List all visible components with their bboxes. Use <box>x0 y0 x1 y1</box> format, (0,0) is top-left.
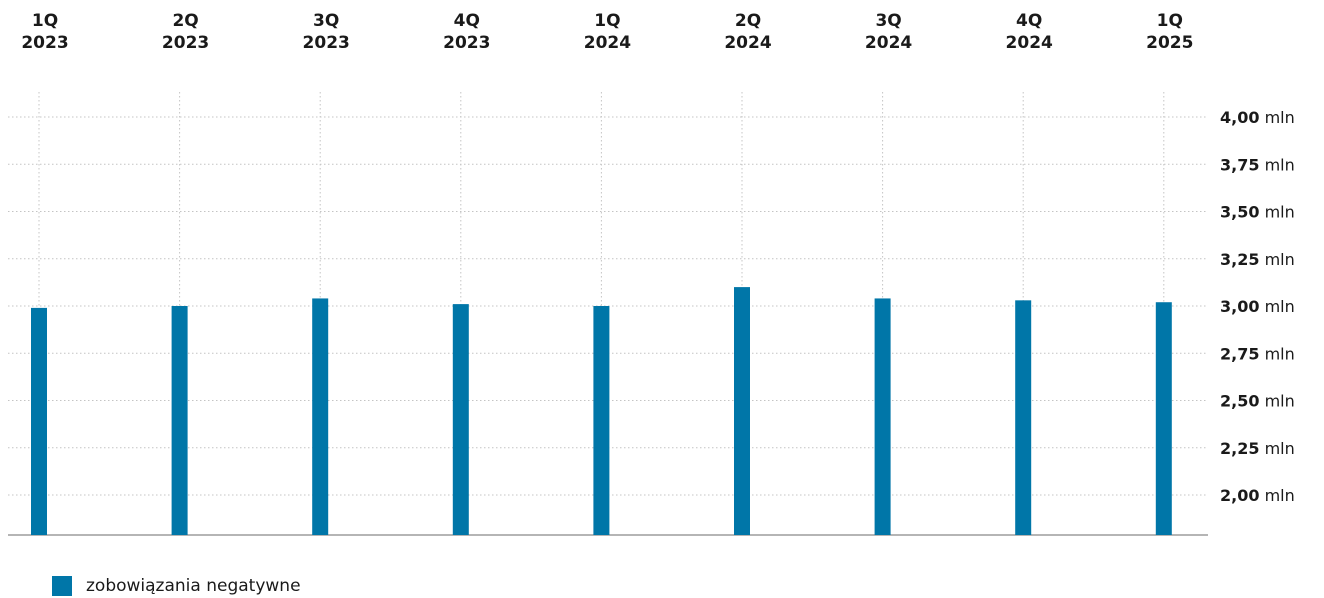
bar <box>31 307 47 535</box>
bar <box>1155 302 1172 535</box>
x-tick-label: 3Q 2024 <box>865 11 912 53</box>
bar <box>1015 300 1032 535</box>
y-tick-label: 3,50 mln <box>1220 203 1295 222</box>
y-tick-label: 3,25 mln <box>1220 250 1295 269</box>
legend-label: zobowiązania negatywne <box>86 576 301 596</box>
x-tick-label: 1Q 2025 <box>1146 11 1193 53</box>
y-tick-label: 2,00 mln <box>1220 486 1295 505</box>
x-tick-label: 3Q 2023 <box>303 11 350 53</box>
bar <box>734 287 750 535</box>
x-tick-label: 1Q 2023 <box>21 11 68 53</box>
y-tick-label: 3,00 mln <box>1220 297 1295 316</box>
bar <box>593 306 610 535</box>
x-tick-label: 4Q 2023 <box>443 11 490 53</box>
x-tick-label: 4Q 2024 <box>1006 11 1053 53</box>
y-tick-label: 2,25 mln <box>1220 439 1295 458</box>
bar <box>171 306 188 535</box>
y-tick-label: 4,00 mln <box>1220 108 1295 127</box>
y-tick-label: 2,75 mln <box>1220 344 1295 363</box>
y-tick-label: 2,50 mln <box>1220 392 1295 411</box>
bar <box>312 298 329 535</box>
bar-chart: 1Q 2023 2Q 2023 3Q 2023 4Q 2023 1Q 2024 2Q 2024 3Q 20… <box>8 11 1295 536</box>
x-tick-label: 1Q 2024 <box>584 11 631 53</box>
x-tick-label: 2Q 2023 <box>162 11 209 53</box>
legend: zobowiązania negatywne <box>52 576 301 596</box>
bar <box>874 298 891 535</box>
legend-swatch <box>52 576 72 596</box>
x-tick-label: 2Q 2024 <box>724 11 771 53</box>
y-tick-label: 3,75 mln <box>1220 155 1295 174</box>
bar <box>452 304 469 535</box>
